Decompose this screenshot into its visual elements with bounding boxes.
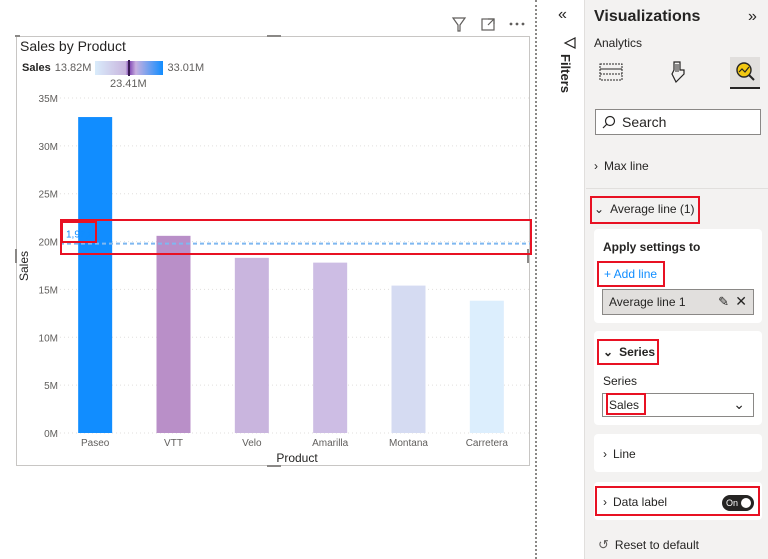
filters-pane-collapsed[interactable]: [552, 0, 582, 559]
reset-label: Reset to default: [614, 538, 699, 552]
y-tick-label: 35M: [39, 94, 58, 105]
chevron-right-icon: ›: [603, 447, 607, 461]
bar: [156, 235, 191, 433]
x-tick-label: Velo: [242, 438, 262, 449]
legend-mid: 23.41M: [110, 78, 147, 90]
analytics-tab[interactable]: [730, 57, 760, 89]
y-axis-label: Sales: [17, 251, 31, 281]
resize-handle[interactable]: [267, 465, 281, 467]
highlight-box: [597, 261, 665, 287]
y-tick-label: 30M: [39, 142, 58, 153]
apply-settings-label: Apply settings to: [603, 240, 701, 254]
legend-min: 13.82M: [54, 62, 92, 74]
collapse-pane-button[interactable]: «: [558, 6, 567, 23]
focus-mode-icon[interactable]: [481, 18, 495, 31]
visual-header: [448, 14, 532, 34]
data-label-section[interactable]: › Data label: [603, 495, 667, 509]
canvas-divider: [535, 0, 537, 559]
x-tick-label: Carretera: [466, 438, 509, 449]
expand-pane-button[interactable]: »: [748, 8, 757, 25]
bar: [313, 262, 348, 433]
chevron-right-icon: ›: [603, 495, 607, 509]
table-icon: [599, 63, 623, 81]
toggle-knob: [741, 498, 751, 508]
chevron-down-icon: ⌄: [733, 396, 745, 412]
bar: [469, 300, 504, 433]
y-tick-label: 20M: [39, 238, 58, 249]
highlight-box: [61, 221, 97, 243]
series-selected-value: Sales: [609, 398, 640, 412]
x-tick-label: Montana: [389, 438, 428, 449]
highlight-box: [597, 339, 659, 365]
x-tick-label: Amarilla: [312, 438, 349, 449]
line-section[interactable]: › Line: [603, 447, 636, 461]
highlight-box: [590, 196, 700, 224]
resize-handle[interactable]: [267, 35, 281, 37]
reset-to-default-button[interactable]: ↺ Reset to default: [598, 537, 699, 553]
color-legend: Sales 13.82M 33.01M: [22, 60, 205, 76]
highlight-box: [60, 219, 532, 255]
highlight-box: [595, 486, 760, 516]
data-label-toggle[interactable]: On: [722, 495, 754, 511]
average-line-label: 1,97,8: [66, 230, 94, 241]
chevron-right-icon: ›: [594, 159, 598, 173]
chart-plot: 0M 5M 10M 15M 20M 25M 30M 35M Paseo VTT Velo Amari…: [17, 94, 530, 465]
series-field-label: Series: [603, 374, 638, 388]
legend-title: Sales: [22, 62, 51, 74]
series-section-label: Series: [619, 345, 656, 359]
line-name-field[interactable]: Average line 1 ✎ ✕: [602, 289, 754, 315]
legend-gradient: [95, 60, 164, 76]
paintbrush-icon: [671, 61, 685, 84]
line-name-value: Average line 1: [609, 295, 686, 309]
visual-header-icons: [451, 17, 525, 32]
max-line-label: Max line: [604, 159, 649, 173]
search-icon: [602, 115, 616, 129]
legend-max: 33.01M: [167, 62, 205, 74]
y-tick-label: 10M: [39, 333, 58, 344]
y-tick-label: 5M: [44, 381, 58, 392]
add-line-link[interactable]: + Add line: [604, 267, 658, 281]
y-tick-label: 15M: [39, 285, 58, 296]
highlight-box: [606, 393, 646, 415]
divider: [586, 188, 768, 189]
line-card: [594, 434, 762, 472]
y-tick-label: 0M: [44, 429, 58, 440]
pane-subtitle: Analytics: [594, 36, 643, 50]
average-line-section[interactable]: ⌄ Average line (1): [594, 202, 695, 216]
x-tick-label: Paseo: [81, 438, 110, 449]
filter-pane-icon: [563, 36, 577, 54]
average-line-label: Average line (1): [610, 202, 695, 216]
data-label-label: Data label: [613, 495, 668, 509]
search-input[interactable]: Search: [595, 109, 761, 135]
bar: [78, 117, 113, 433]
filter-icon[interactable]: [451, 17, 467, 32]
pane-title: Visualizations: [594, 8, 701, 25]
resize-handle[interactable]: [527, 249, 529, 263]
series-section[interactable]: ⌄ Series: [603, 345, 655, 359]
line-section-label: Line: [613, 447, 636, 461]
more-options-icon[interactable]: [509, 22, 525, 26]
chart-title: Sales by Product: [20, 38, 126, 54]
build-visual-tab[interactable]: [596, 57, 626, 87]
filters-label[interactable]: Filters: [558, 54, 573, 94]
legend-marker: [128, 60, 131, 76]
x-axis-label: Product: [276, 451, 318, 465]
bar: [391, 285, 426, 433]
bar: [234, 257, 269, 433]
edit-icon[interactable]: ✎: [718, 294, 729, 309]
toggle-text: On: [726, 498, 739, 508]
format-visual-tab[interactable]: [662, 57, 692, 87]
chevron-down-icon: ⌄: [594, 202, 605, 216]
resize-handle[interactable]: [15, 35, 20, 37]
reset-icon: ↺: [598, 537, 609, 552]
resize-handle[interactable]: [15, 249, 17, 263]
max-line-section[interactable]: › Max line: [594, 159, 649, 173]
analytics-magnifier-icon: [736, 62, 755, 81]
close-icon[interactable]: ✕: [735, 293, 747, 309]
y-tick-label: 25M: [39, 190, 58, 201]
x-tick-label: VTT: [164, 438, 183, 449]
chevron-down-icon: ⌄: [603, 345, 614, 359]
search-placeholder: Search: [622, 114, 667, 130]
